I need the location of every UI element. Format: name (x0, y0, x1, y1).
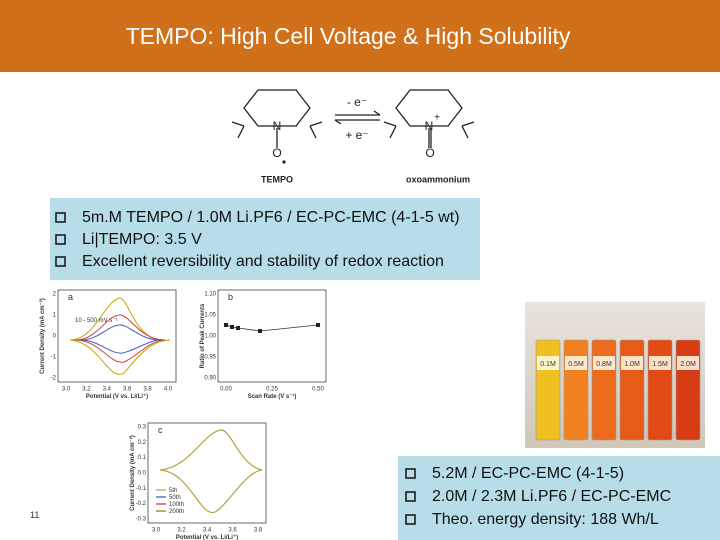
scheme-label: + e⁻ (345, 128, 368, 142)
axis-label: Ratio of Peak Currents (200, 303, 206, 368)
page-number: 11 (30, 510, 39, 520)
scheme-label: N (273, 119, 282, 133)
axis-label: Scan Rate (V s⁻¹) (248, 393, 297, 400)
vial-cap-label (593, 356, 615, 370)
axis-tick-label: -0.2 (136, 501, 147, 507)
axis-tick-label: -2 (51, 376, 57, 382)
vial (647, 339, 673, 441)
axis-tick-label: 0.2 (138, 440, 147, 446)
bullet-text: Li|TEMPO: 3.5 V (82, 231, 202, 248)
axis-tick-label: 0.90 (204, 376, 216, 382)
bullet-box (50, 198, 480, 280)
vial-label: 2.0M (680, 361, 696, 368)
bullet-marker (405, 491, 416, 502)
axis-tick-label: -0.1 (136, 486, 147, 492)
axis-tick-label: 0.3 (138, 425, 147, 431)
axis-tick-label: 3.4 (203, 528, 212, 534)
vial-label: 1.0M (624, 361, 640, 368)
axis-tick-label: 1 (53, 313, 57, 319)
axis-tick-label: 3.8 (143, 387, 152, 393)
bullet-marker (55, 234, 66, 245)
axis-tick-label: 3.6 (228, 528, 237, 534)
scheme-label: TEMPO (261, 174, 293, 184)
panel-letter: a (68, 292, 73, 302)
bullet-text: Theo. energy density: 188 Wh/L (432, 511, 659, 528)
axis-tick-label: 0.1 (138, 455, 147, 461)
axis-tick-label: 0 (53, 334, 57, 340)
figure-panel-a (57, 289, 177, 383)
vial-cap-label (537, 356, 559, 370)
vial (619, 339, 645, 441)
legend-label: 50th (169, 495, 181, 501)
annotation: 10 - 500 mV s⁻¹ (75, 318, 118, 324)
axis-tick-label: 4.0 (164, 387, 173, 393)
bullet-box (398, 456, 720, 540)
figure-panel-b (217, 289, 327, 383)
scheme-label: + (434, 113, 440, 124)
legend-label: 5th (169, 488, 177, 494)
header-bar (0, 0, 720, 72)
axis-label: Potential (V vs. Li/Li⁺) (86, 393, 148, 400)
axis-tick-label: 3.0 (62, 387, 71, 393)
slide-title: TEMPO: High Cell Voltage & High Solubili… (126, 23, 571, 49)
axis-tick-label: 0.0 (138, 471, 147, 477)
bullet-marker (405, 514, 416, 525)
axis-tick-label: -0.3 (136, 517, 147, 523)
axis-tick-label: 0.00 (220, 387, 232, 393)
axis-tick-label: 3.8 (254, 528, 263, 534)
axis-label: Current Density (mA cm⁻²) (129, 435, 136, 511)
axis-label: Potential (V vs. Li/Li⁺) (176, 534, 238, 540)
scheme-label: O (425, 146, 434, 160)
axis-tick-label: 0.50 (312, 387, 324, 393)
vial (591, 339, 617, 441)
axis-tick-label: 1.10 (204, 292, 216, 298)
vial (563, 339, 589, 441)
vial-cap-label (565, 356, 587, 370)
axis-tick-label: 1.00 (204, 334, 216, 340)
axis-tick-label: 3.0 (152, 528, 161, 534)
axis-label: Current Density (mA cm⁻²) (39, 298, 46, 374)
scheme-label: - e⁻ (347, 95, 367, 109)
axis-tick-label: 2 (53, 292, 57, 298)
bullet-text: 2.0M / 2.3M Li.PF6 / EC-PC-EMC (432, 488, 671, 505)
figure-panel-c (147, 422, 267, 524)
axis-tick-label: 0.25 (266, 387, 278, 393)
scheme-label: O (272, 146, 281, 160)
bullet-marker (405, 468, 416, 479)
axis-tick-label: -1 (51, 355, 57, 361)
bullet-marker (55, 212, 66, 223)
vial (535, 339, 561, 441)
scheme-label: N (425, 119, 434, 133)
vial-label: 0.8M (596, 361, 612, 368)
bullet-text: 5.2M / EC-PC-EMC (4-1-5) (432, 465, 624, 482)
vial-label: 1.5M (652, 361, 668, 368)
axis-tick-label: 3.2 (177, 528, 186, 534)
bullet-text: 5m.M TEMPO / 1.0M Li.PF6 / EC-PC-EMC (4-… (82, 209, 460, 226)
axis-tick-label: 3.6 (123, 387, 132, 393)
scheme-label: oxoammonium (406, 174, 470, 184)
vial-cap-label (677, 356, 699, 370)
axis-tick-label: 0.95 (204, 355, 216, 361)
legend-label: 200th (169, 509, 184, 515)
vial-cap-label (649, 356, 671, 370)
axis-tick-label: 3.4 (103, 387, 112, 393)
vial (675, 339, 701, 441)
vial-cap-label (621, 356, 643, 370)
axis-tick-label: 3.2 (82, 387, 91, 393)
vial-label: 0.5M (568, 361, 584, 368)
panel-letter: b (228, 292, 233, 302)
vial-label: 0.1M (540, 361, 556, 368)
legend-label: 100th (169, 502, 184, 508)
reaction-scheme (231, 89, 475, 164)
panel-letter: c (158, 425, 163, 435)
bullet-text: Excellent reversibility and stability of… (82, 253, 444, 270)
bullet-marker (55, 256, 66, 267)
axis-tick-label: 1.05 (204, 313, 216, 319)
